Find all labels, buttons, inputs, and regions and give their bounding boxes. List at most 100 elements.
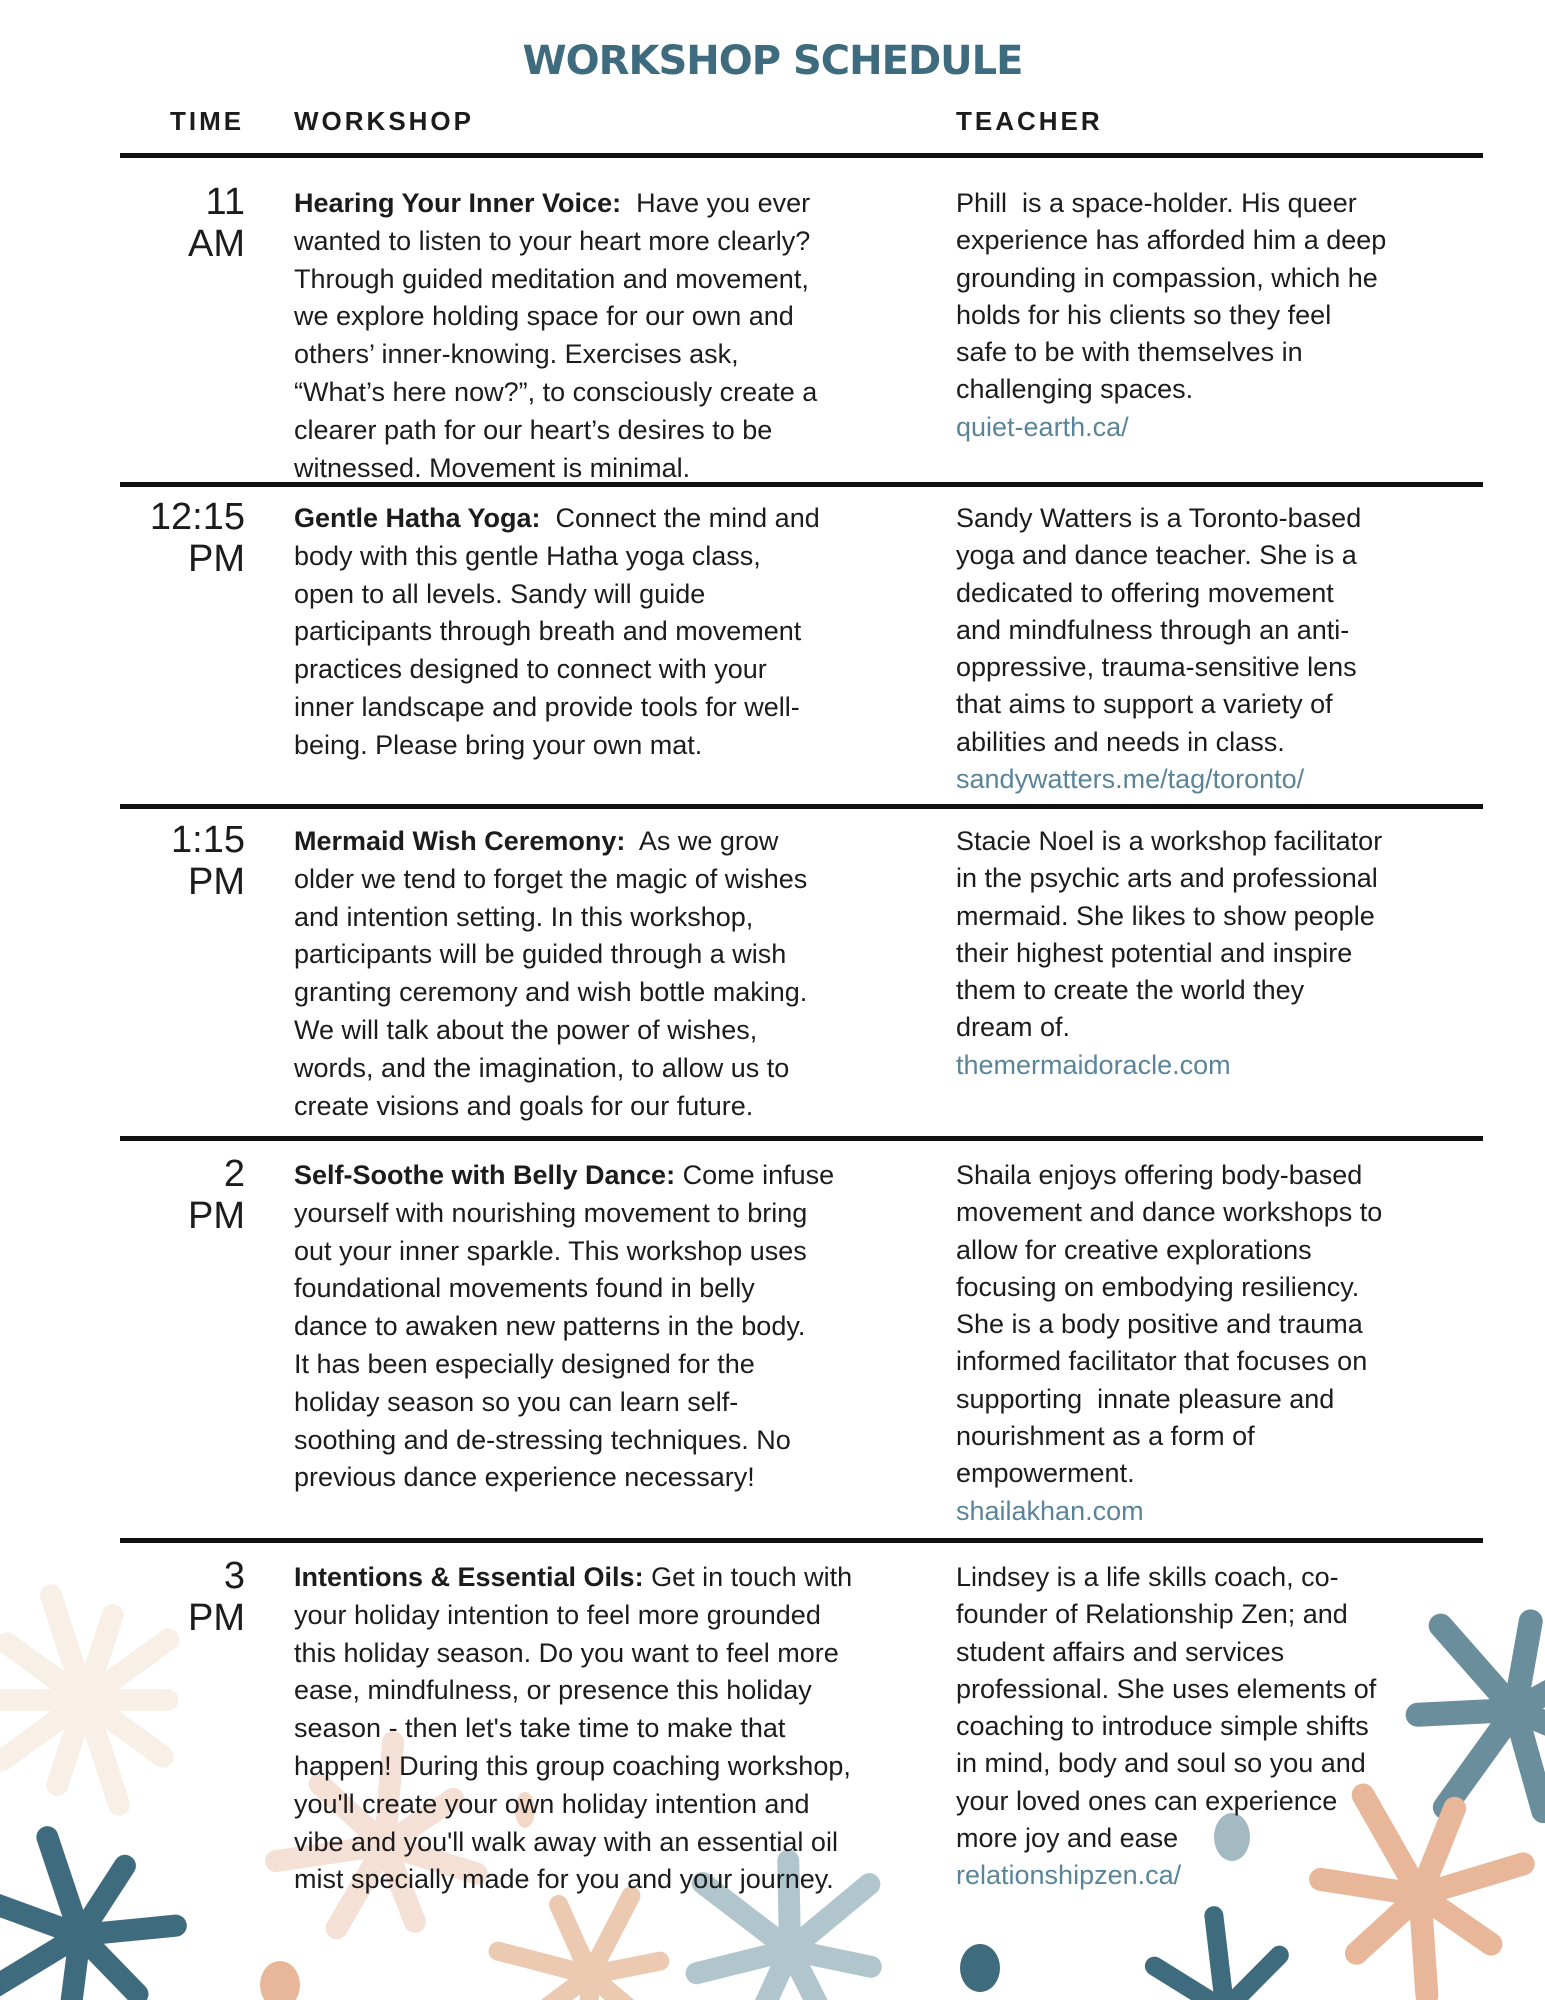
workshop-cell: Gentle Hatha Yoga: Connect the mind and b… (294, 500, 820, 765)
workshop-line: inner landscape and provide tools for we… (294, 689, 820, 727)
workshop-line: participants through breath and movement (294, 613, 820, 651)
workshop-title: Hearing Your Inner Voice: (294, 188, 622, 218)
time-cell: 12:15 PM (150, 496, 245, 580)
time-cell: 2 PM (188, 1153, 245, 1237)
teal-star-icon (1405, 1609, 1545, 1824)
workshop-cell: Self-Soothe with Belly Dance: Come infus… (294, 1157, 834, 1497)
workshop-text: being. Please bring your own mat. (294, 729, 703, 760)
teacher-bio-line: Shaila enjoys offering body-based (956, 1160, 1363, 1190)
workshop-text: holiday season so you can learn self- (294, 1386, 739, 1417)
time-text: 1:15 (171, 819, 245, 861)
teacher-bio-line: nourishment as a form of (956, 1421, 1255, 1452)
workshop-text: soothing and de-stressing techniques. No (294, 1424, 791, 1455)
decorative-dot-icon (515, 1792, 535, 1828)
workshop-line: out your inner sparkle. This workshop us… (294, 1233, 834, 1271)
workshop-text: granting ceremony and wish bottle making… (294, 977, 808, 1008)
header-workshop: WORKSHOP (294, 106, 474, 136)
time-text: 11 (205, 181, 245, 223)
beige-star-icon (0, 1584, 180, 1816)
teacher-bio-line: professional. She uses elements of (956, 1673, 1377, 1704)
workshop-cell: Intentions & Essential Oils: Get in touc… (294, 1559, 852, 1899)
workshop-text: witnessed. Movement is minimal. (294, 452, 691, 483)
workshop-text: happen! During this group coaching works… (294, 1750, 851, 1781)
workshop-line: granting ceremony and wish bottle making… (294, 974, 807, 1012)
teacher-bio-line: yoga and dance teacher. She is a (956, 540, 1357, 571)
teacher-bio-line: their highest potential and inspire (956, 937, 1353, 968)
workshop-title: Gentle Hatha Yoga: (294, 503, 541, 533)
time-cell: 1:15 PM (171, 819, 245, 903)
row-divider (120, 482, 1483, 487)
decorative-dot-icon (260, 1961, 300, 2000)
workshop-line: It has been especially designed for the (294, 1346, 834, 1384)
workshop-line: body with this gentle Hatha yoga class, (294, 538, 820, 576)
row-divider (120, 153, 1483, 158)
teacher-website-link[interactable]: relationshipzen.ca/ (956, 1860, 1182, 1891)
workshop-line: vibe and you'll walk away with an essent… (294, 1824, 852, 1862)
teacher-website-link[interactable]: shailakhan.com (956, 1495, 1144, 1526)
workshop-text: out your inner sparkle. This workshop us… (294, 1235, 807, 1266)
workshop-text: wanted to listen to your heart more clea… (294, 225, 811, 256)
workshop-text: clearer path for our heart’s desires to … (294, 414, 773, 445)
workshop-line: yourself with nourishing movement to bri… (294, 1195, 834, 1233)
workshop-line: previous dance experience necessary! (294, 1459, 834, 1497)
workshop-line: open to all levels. Sandy will guide (294, 576, 820, 614)
time-text: 2 (223, 1153, 245, 1195)
teacher-website-link[interactable]: themermaidoracle.com (956, 1049, 1231, 1080)
workshop-text: Connect the mind and (540, 503, 820, 533)
peach-star-icon (488, 1886, 670, 2000)
dark-teal-star-icon (1144, 1906, 1289, 2000)
workshop-text: vibe and you'll walk away with an essent… (294, 1826, 838, 1857)
teacher-cell: Phill is a space-holder. His queer experi… (956, 185, 1386, 446)
workshop-line: soothing and de-stressing techniques. No (294, 1422, 834, 1460)
workshop-text: Come infuse (675, 1160, 835, 1190)
dark-teal-star-icon (0, 1826, 187, 2000)
workshop-text: season - then let's take time to make th… (294, 1713, 786, 1744)
workshop-title: Intentions & Essential Oils: (294, 1562, 644, 1592)
teacher-bio-line: mermaid. She likes to show people (956, 900, 1375, 931)
teacher-bio-line: She is a body positive and trauma (956, 1309, 1363, 1340)
workshop-line: Self-Soothe with Belly Dance: Come infus… (294, 1157, 834, 1195)
workshop-text: As we grow (625, 826, 779, 856)
teacher-bio-line: safe to be with themselves in (956, 337, 1303, 368)
workshop-line: happen! During this group coaching works… (294, 1748, 852, 1786)
header-time: TIME (170, 106, 245, 136)
workshop-line: “What’s here now?”, to consciously creat… (294, 374, 817, 412)
workshop-text: this holiday season. Do you want to feel… (294, 1637, 839, 1668)
workshop-text: ease, mindfulness, or presence this holi… (294, 1675, 812, 1706)
workshop-line: older we tend to forget the magic of wis… (294, 861, 807, 899)
workshop-text: mist specially made for you and your jou… (294, 1864, 834, 1895)
workshop-cell: Hearing Your Inner Voice: Have you ever w… (294, 185, 817, 487)
workshop-text: participants through breath and movement (294, 616, 802, 647)
workshop-line: season - then let's take time to make th… (294, 1710, 852, 1748)
teacher-bio-line: founder of Relationship Zen; and (956, 1599, 1348, 1630)
decorative-dot-icon (960, 1944, 1000, 1992)
workshop-line: Hearing Your Inner Voice: Have you ever (294, 185, 817, 223)
workshop-text: Have you ever (621, 188, 811, 218)
workshop-line: wanted to listen to your heart more clea… (294, 223, 817, 261)
workshop-text: previous dance experience necessary! (294, 1462, 755, 1493)
workshop-line: your holiday intention to feel more grou… (294, 1597, 852, 1635)
workshop-text: yourself with nourishing movement to bri… (294, 1197, 808, 1228)
teacher-bio-line: informed facilitator that focuses on (956, 1346, 1368, 1377)
workshop-line: participants will be guided through a wi… (294, 936, 807, 974)
workshop-line: we explore holding space for our own and (294, 298, 817, 336)
row-divider (120, 804, 1483, 809)
teacher-cell: Sandy Watters is a Toronto-based yoga and… (956, 500, 1361, 798)
workshop-line: this holiday season. Do you want to feel… (294, 1635, 852, 1673)
page-title: WORKSHOP SCHEDULE (522, 38, 1024, 84)
teacher-bio-line: abilities and needs in class. (956, 726, 1285, 757)
teacher-bio-line: that aims to support a variety of (956, 689, 1333, 720)
teacher-bio-line: supporting innate pleasure and (956, 1383, 1335, 1414)
workshop-text: foundational movements found in belly (294, 1273, 755, 1304)
workshop-text: Through guided meditation and movement, (294, 263, 809, 294)
teacher-website-link[interactable]: quiet-earth.ca/ (956, 411, 1129, 442)
workshop-text: older we tend to forget the magic of wis… (294, 863, 808, 894)
time-text: PM (188, 861, 245, 903)
workshop-line: mist specially made for you and your jou… (294, 1861, 852, 1899)
time-text: AM (188, 223, 245, 265)
teacher-website-link[interactable]: sandywatters.me/tag/toronto/ (956, 764, 1305, 795)
workshop-title: Self-Soothe with Belly Dance: (294, 1160, 676, 1190)
workshop-line: Intentions & Essential Oils: Get in touc… (294, 1559, 852, 1597)
workshop-line: you'll create your own holiday intention… (294, 1786, 852, 1824)
teacher-bio-line: experience has afforded him a deep (956, 225, 1387, 256)
